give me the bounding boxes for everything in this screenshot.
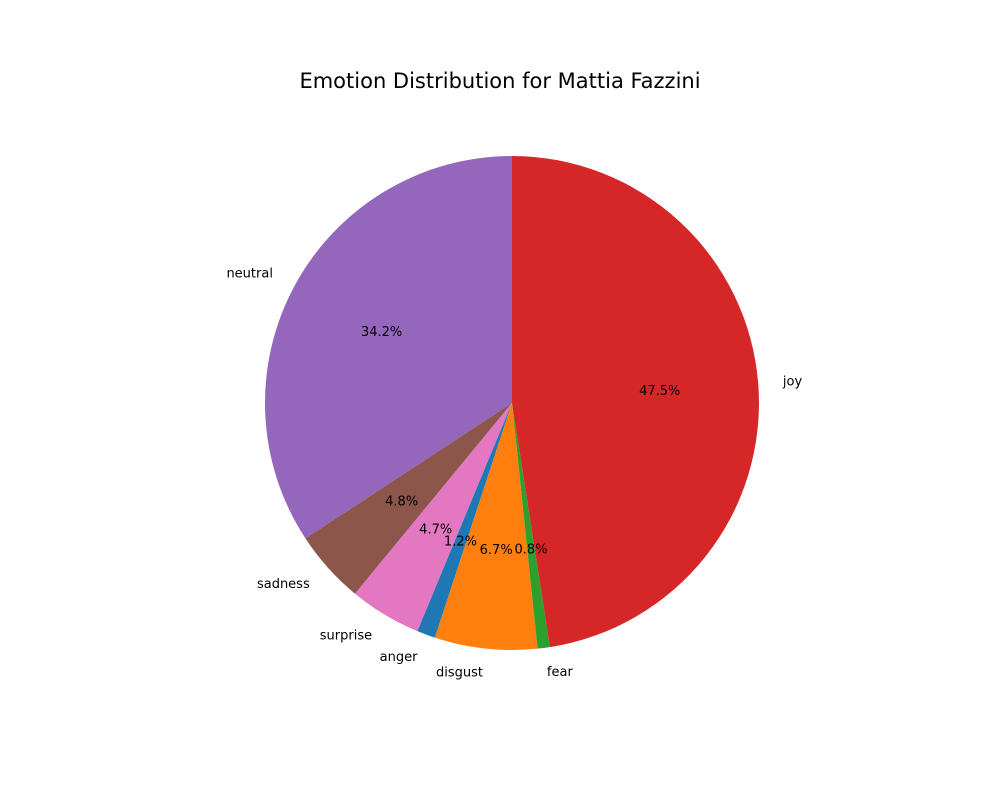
pie-slice-surprise [355,403,512,632]
slice-label-disgust: disgust [436,666,483,681]
slice-label-neutral: neutral [226,266,273,281]
slice-label-joy: joy [782,375,803,390]
pie-slice-joy [512,156,759,648]
pie-slice-neutral [265,156,512,539]
slice-percent-joy: 47.5% [639,384,680,399]
slice-percent-anger: 1.2% [444,534,477,549]
pie-slices [265,156,759,651]
slice-label-sadness: sadness [257,577,310,592]
pie-slice-sadness [305,403,512,594]
slice-label-anger: anger [380,650,418,665]
slice-percent-fear: 0.8% [515,542,548,557]
pie-labels: neutral 34.2% sadness 4.8% surprise 4.7% anger… [226,266,802,680]
slice-percent-neutral: 34.2% [361,325,402,340]
slice-percent-sadness: 4.8% [385,494,418,509]
slice-percent-disgust: 6.7% [480,543,513,558]
chart-title: Emotion Distribution for Mattia Fazzini [299,69,701,93]
slice-label-fear: fear [547,665,574,680]
slice-label-surprise: surprise [320,628,372,643]
pie-slice-fear [512,403,550,649]
slice-percent-surprise: 4.7% [419,523,452,538]
pie-slice-anger [417,403,512,638]
pie-slice-disgust [434,403,538,651]
